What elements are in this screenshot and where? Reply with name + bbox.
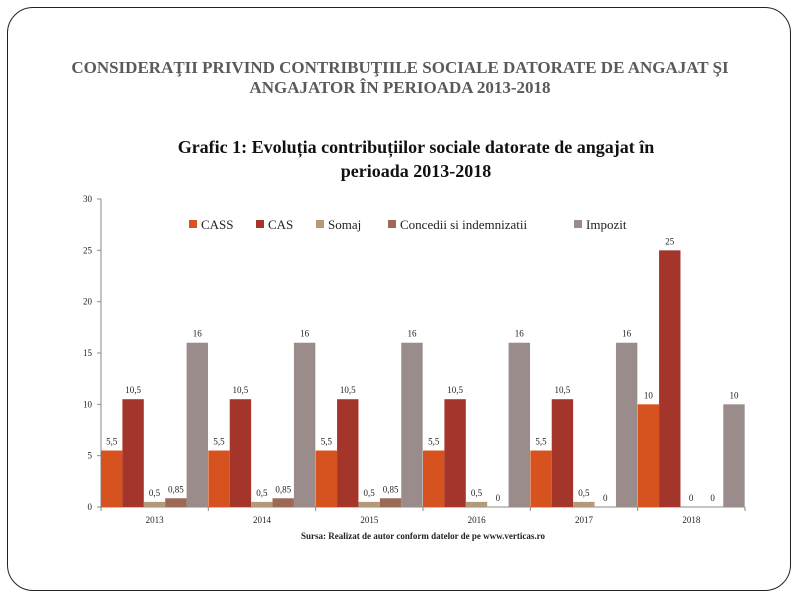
x-tick-label: 2014: [253, 515, 272, 525]
bar-somaj: [251, 501, 273, 507]
bar-concedii-si-indemnizatii: [379, 498, 402, 507]
y-tick-label: 0: [88, 502, 93, 512]
data-label: 5,5: [535, 437, 547, 447]
bar-cas: [337, 399, 359, 507]
data-label: 0,85: [168, 484, 184, 494]
bar-cas: [551, 399, 574, 507]
data-label: 0,85: [383, 484, 399, 494]
legend-label: Somaj: [328, 217, 361, 232]
bar-somaj: [573, 501, 595, 507]
data-label: 16: [407, 329, 417, 339]
legend-label: Impozit: [586, 217, 627, 232]
bar-cass: [315, 450, 338, 507]
data-label: 0,5: [256, 488, 268, 498]
source-note: Sursa: Realizat de autor conform datelor…: [301, 531, 545, 541]
data-label: 10,5: [447, 385, 463, 395]
x-tick-label: 2016: [468, 515, 487, 525]
data-label: 16: [515, 329, 525, 339]
bar-impozit: [723, 404, 745, 507]
data-label: 0: [496, 493, 501, 503]
bar-somaj: [358, 501, 380, 507]
legend-swatch: [574, 220, 582, 228]
bar-impozit: [186, 342, 208, 507]
chart-title-line-1: Grafic 1: Evoluția contribuțiilor social…: [178, 137, 655, 158]
data-label: 10: [644, 390, 654, 400]
legend-swatch: [316, 220, 324, 228]
bar-somaj: [143, 501, 166, 507]
data-label: 0,5: [578, 488, 590, 498]
data-label: 10,5: [125, 385, 141, 395]
data-label: 0,5: [364, 488, 376, 498]
x-tick-label: 2018: [682, 515, 701, 525]
data-label: 16: [300, 329, 310, 339]
data-label: 10: [729, 390, 739, 400]
bar-cass: [208, 450, 230, 507]
data-label: 0: [603, 493, 608, 503]
data-label: 0,5: [471, 488, 483, 498]
data-label: 0: [689, 493, 694, 503]
data-label: 5,5: [428, 437, 440, 447]
x-tick-label: 2013: [146, 515, 165, 525]
bar-somaj: [465, 501, 488, 507]
y-tick-label: 10: [83, 399, 93, 409]
slide-title-line-1: CONSIDERAŢII PRIVIND CONTRIBUŢIILE SOCIA…: [71, 58, 729, 77]
data-label: 0: [710, 493, 715, 503]
legend-label: Concedii si indemnizatii: [400, 217, 527, 232]
x-tick-label: 2017: [575, 515, 594, 525]
data-label: 16: [622, 329, 632, 339]
data-label: 10,5: [233, 385, 249, 395]
slide-title-line-2: ANGAJATOR ÎN PERIOADA 2013-2018: [249, 78, 551, 97]
slide-title: CONSIDERAŢII PRIVIND CONTRIBUŢIILE SOCIA…: [40, 58, 760, 98]
legend-swatch: [189, 220, 197, 228]
bar-cass: [637, 404, 660, 507]
y-tick-label: 25: [83, 245, 93, 255]
data-label: 16: [193, 329, 203, 339]
data-label: 0,5: [149, 488, 161, 498]
y-tick-label: 20: [83, 297, 93, 307]
slide-frame: [7, 7, 791, 591]
bar-cas: [229, 399, 252, 507]
bar-cass: [101, 450, 123, 507]
data-label: 10,5: [555, 385, 571, 395]
bar-cas: [444, 399, 466, 507]
data-label: 0,85: [275, 484, 291, 494]
data-label: 5,5: [213, 437, 225, 447]
y-tick-label: 15: [83, 348, 93, 358]
x-tick-label: 2015: [360, 515, 379, 525]
bar-cas: [122, 399, 144, 507]
chart-title-line-2: perioada 2013-2018: [341, 161, 492, 181]
bar-concedii-si-indemnizatii: [165, 498, 187, 507]
y-tick-label: 5: [88, 451, 93, 461]
y-tick-label: 30: [83, 194, 93, 204]
bar-impozit: [401, 342, 423, 507]
bar-concedii-si-indemnizatii: [272, 498, 294, 507]
bar-cas: [659, 250, 681, 508]
legend-swatch: [388, 220, 396, 228]
bar-impozit: [293, 342, 316, 507]
bar-cass: [530, 450, 552, 507]
bar-impozit: [508, 342, 530, 507]
bar-impozit: [615, 342, 638, 507]
data-label: 10,5: [340, 385, 356, 395]
data-label: 5,5: [106, 437, 118, 447]
bar-cass: [423, 450, 445, 507]
legend-label: CAS: [268, 217, 293, 232]
data-label: 5,5: [321, 437, 333, 447]
legend-swatch: [256, 220, 264, 228]
data-label: 25: [665, 236, 675, 246]
legend-label: CASS: [201, 217, 234, 232]
